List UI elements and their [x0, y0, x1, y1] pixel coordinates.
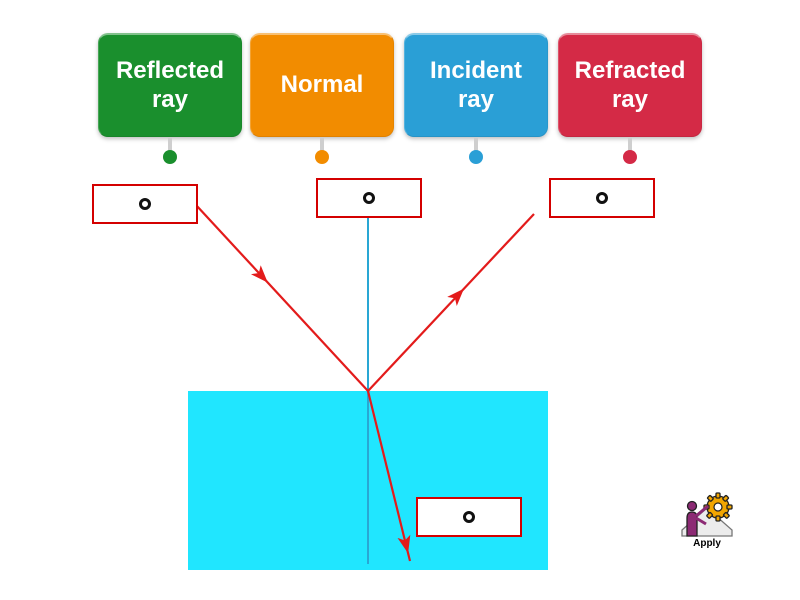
apply-icon	[680, 490, 734, 543]
drop-target-box-right[interactable]	[549, 178, 655, 218]
drop-circle-icon	[139, 198, 151, 210]
label-card-reflected[interactable]: Reflected ray	[98, 33, 242, 137]
drop-target-box-left[interactable]	[92, 184, 198, 224]
pin-ball-refracted	[623, 150, 637, 164]
incident-ray	[196, 205, 368, 391]
drop-circle-icon	[463, 511, 475, 523]
drop-circle-icon	[596, 192, 608, 204]
diagram-stage: Reflected rayNormalIncident rayRefracted…	[0, 0, 800, 600]
pin-ball-normal	[315, 150, 329, 164]
reflected-ray	[368, 214, 534, 391]
apply-label: Apply	[682, 538, 732, 549]
drop-target-box-mid[interactable]	[316, 178, 422, 218]
drop-target-box-bottom[interactable]	[416, 497, 522, 537]
label-card-incident[interactable]: Incident ray	[404, 33, 548, 137]
label-card-refracted[interactable]: Refracted ray	[558, 33, 702, 137]
refracted-ray	[368, 391, 410, 561]
pin-ball-incident	[469, 150, 483, 164]
pin-ball-reflected	[163, 150, 177, 164]
label-card-normal[interactable]: Normal	[250, 33, 394, 137]
drop-circle-icon	[363, 192, 375, 204]
